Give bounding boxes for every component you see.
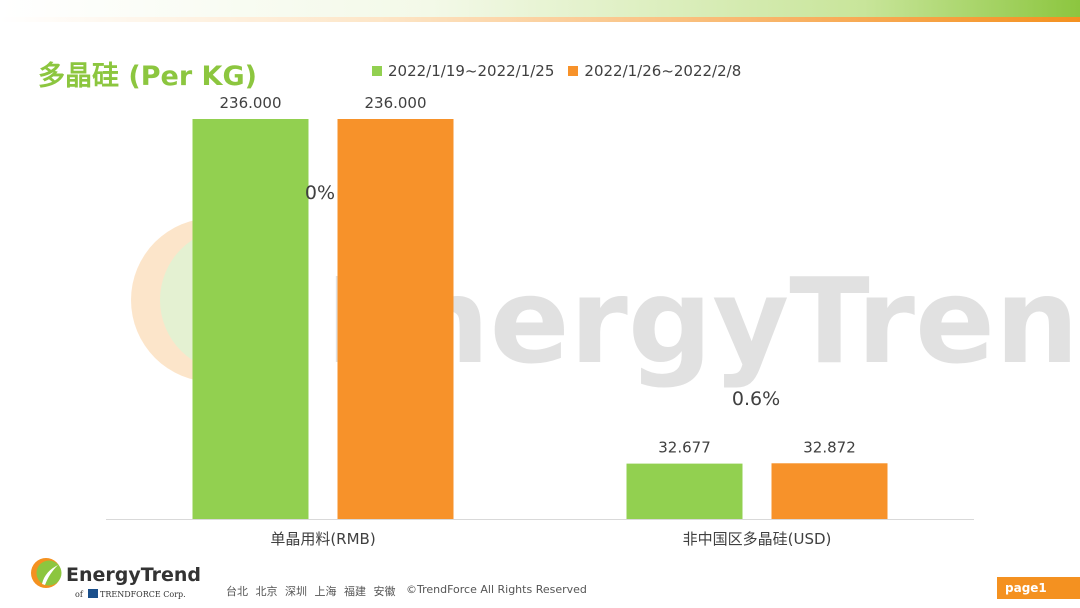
- chart-title: 多晶硅 (Per KG): [38, 61, 257, 92]
- legend-label-series-2: 2022/1/26~2022/2/8: [584, 62, 742, 80]
- legend-swatch-series-2: [568, 66, 579, 76]
- trendforce-mark-icon: [88, 589, 98, 598]
- logo-wordmark: EnergyTrend: [66, 564, 200, 586]
- legend-label-series-1: 2022/1/19~2022/1/25: [388, 62, 555, 80]
- top-decor-line: [0, 17, 1080, 22]
- bar-2-2: [771, 463, 888, 519]
- category-label-1: 单晶用料(RMB): [270, 530, 375, 548]
- change-annotation-2: 0.6%: [732, 388, 780, 410]
- bar-1-2: [626, 463, 743, 519]
- logo-corp: TRENDFORCE Corp.: [100, 590, 186, 599]
- category-label-2: 非中国区多晶硅(USD): [683, 530, 832, 548]
- data-label-1-2: 32.677: [658, 439, 711, 457]
- data-label-2-1: 236.000: [364, 94, 426, 112]
- page-number-tag: page1: [997, 577, 1080, 599]
- top-decor-bar: [0, 0, 1080, 22]
- data-label-1-1: 236.000: [219, 94, 281, 112]
- footer-cities: 台北 北京 深圳 上海 福建 安徽: [226, 585, 396, 598]
- logo-leaf-icon: [31, 558, 62, 588]
- bar-2-1: [337, 119, 454, 519]
- legend-item-series-2: 2022/1/26~2022/2/8: [568, 62, 741, 80]
- legend-item-series-1: 2022/1/19~2022/1/25: [372, 62, 554, 80]
- footer-copyright: ©TrendForce All Rights Reserved: [406, 583, 587, 596]
- data-label-2-2: 32.872: [803, 438, 856, 456]
- bar-1-1: [192, 119, 309, 519]
- legend-swatch-series-1: [372, 66, 382, 76]
- chart-legend: 2022/1/19~2022/1/25 2022/1/26~2022/2/8: [372, 62, 755, 80]
- change-annotation-1: 0%: [305, 182, 335, 204]
- logo-of: of: [75, 590, 84, 599]
- footer-logo: EnergyTrend of TRENDFORCE Corp.: [31, 558, 200, 599]
